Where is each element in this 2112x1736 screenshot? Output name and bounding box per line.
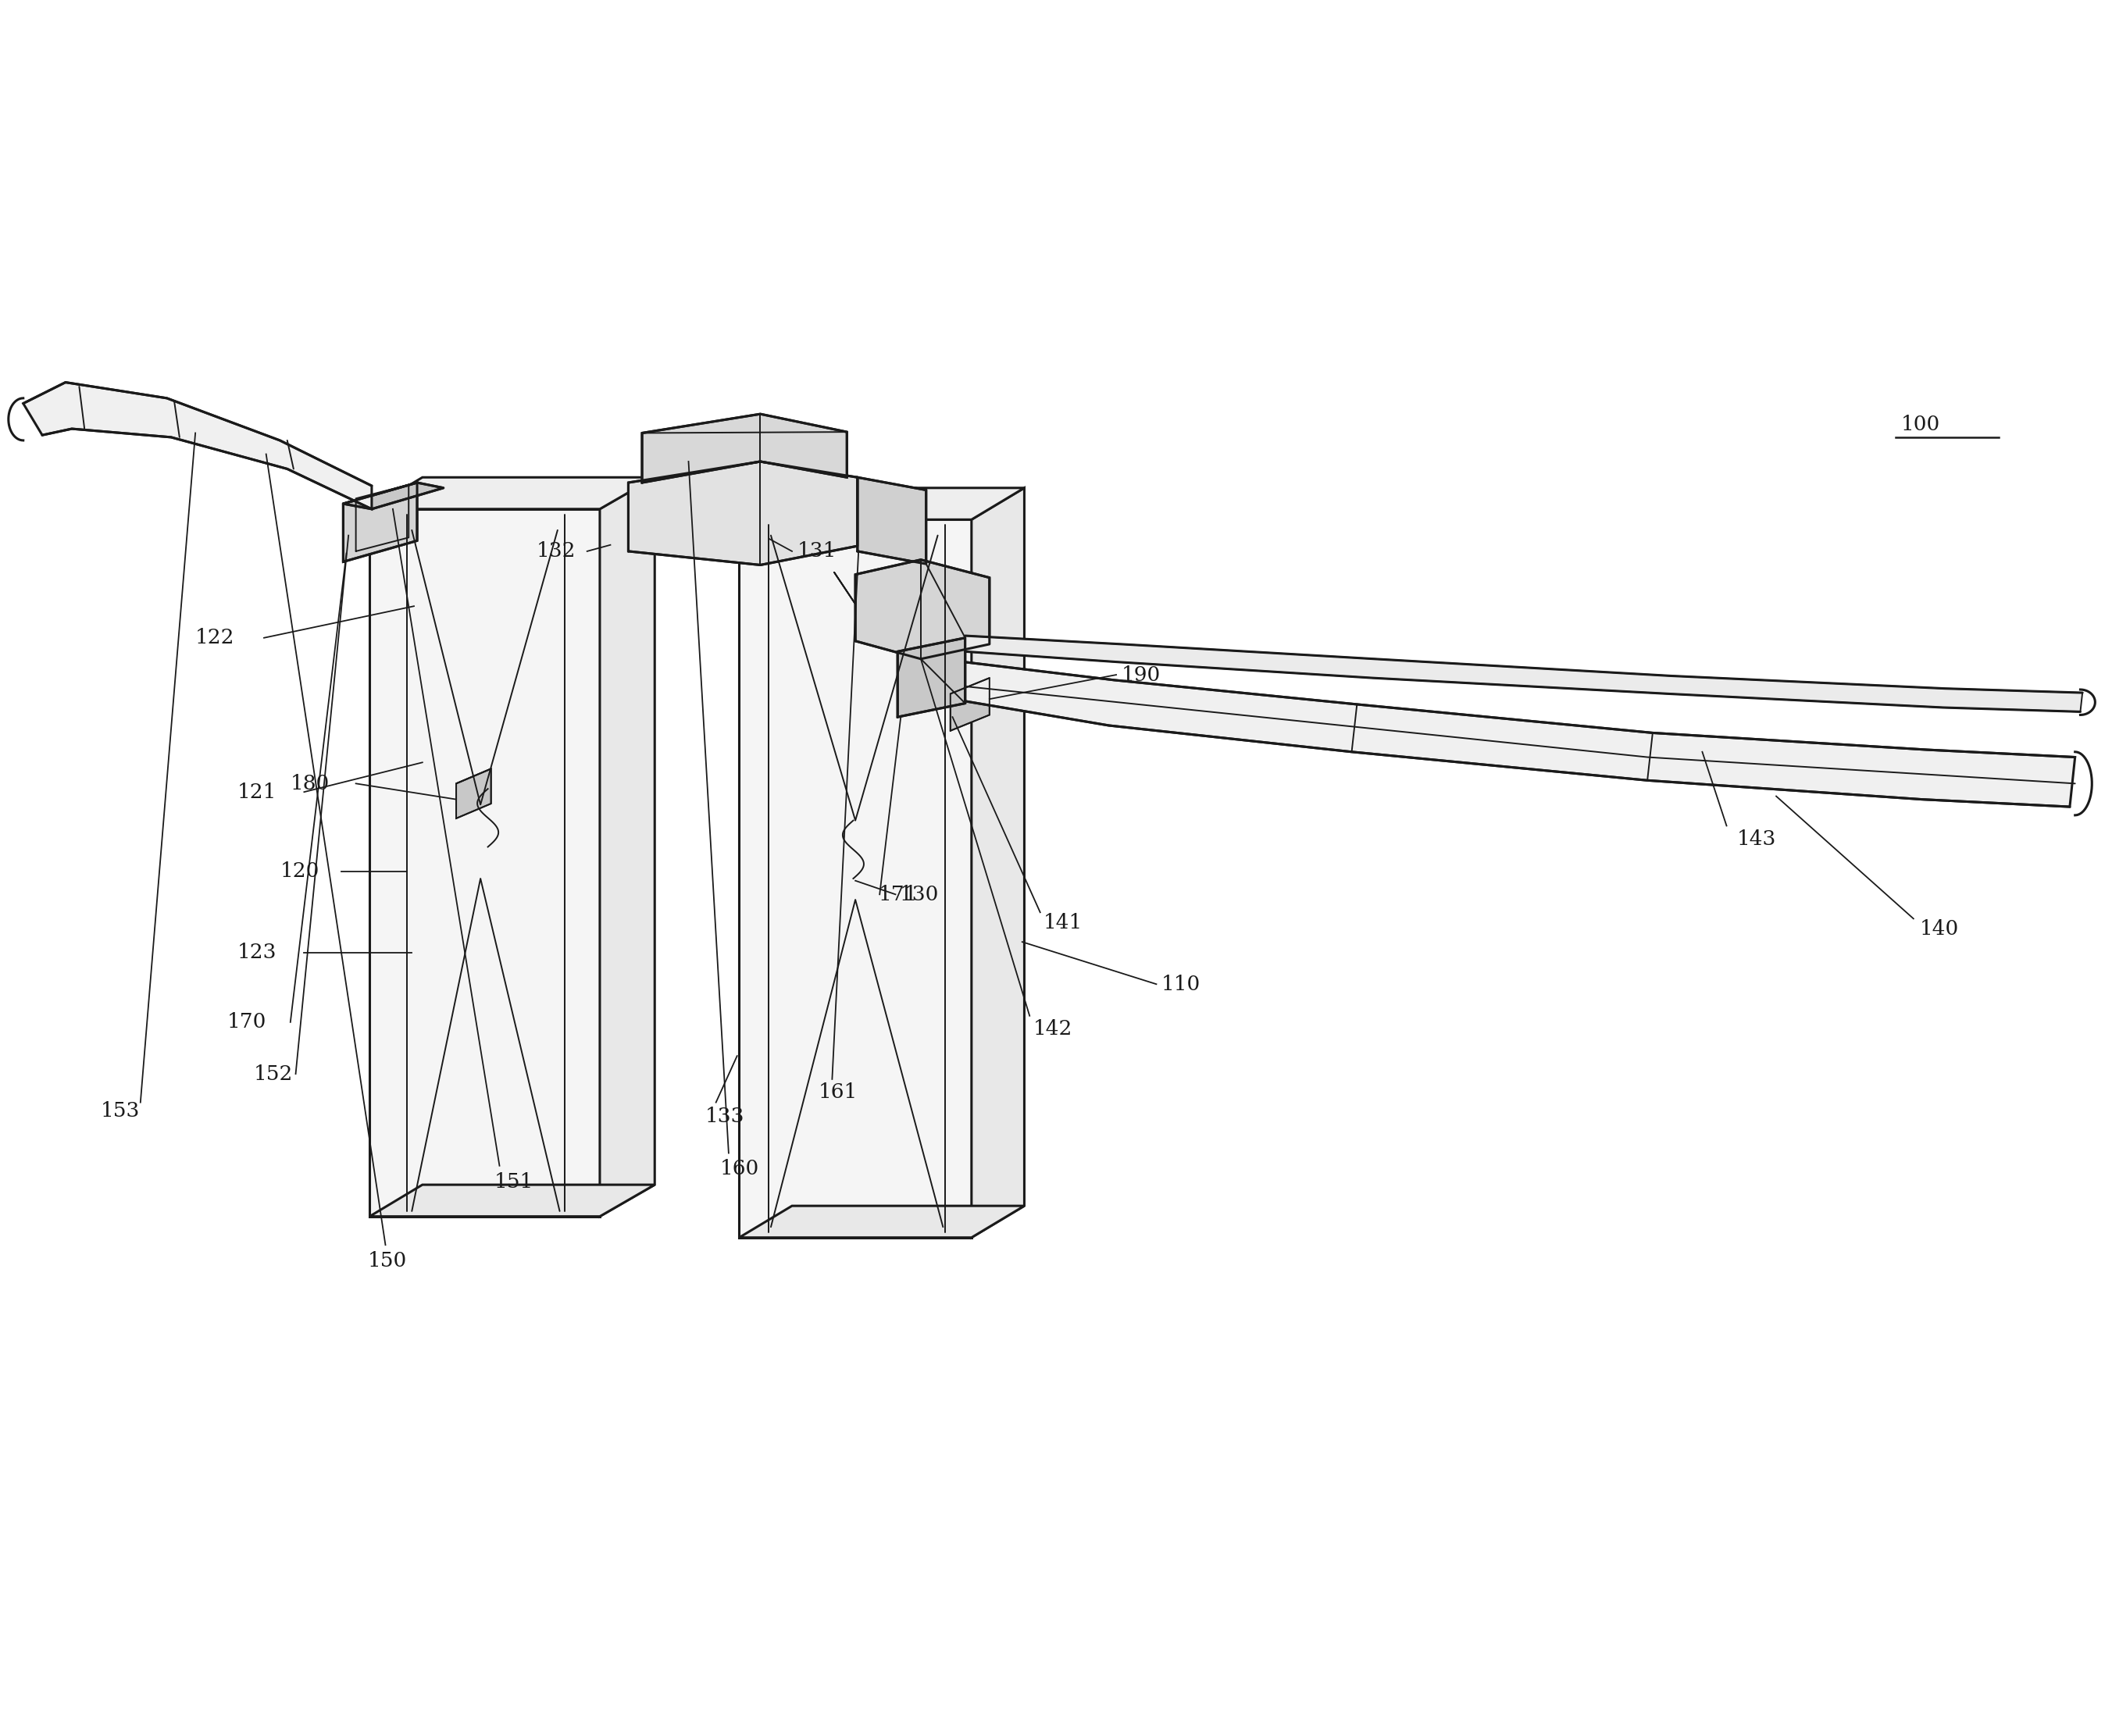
Polygon shape [456, 769, 490, 818]
Polygon shape [642, 413, 847, 483]
Text: 160: 160 [720, 1160, 760, 1179]
Polygon shape [739, 519, 972, 1238]
Polygon shape [950, 679, 988, 731]
Polygon shape [370, 477, 655, 509]
Polygon shape [370, 1184, 655, 1217]
Text: 161: 161 [817, 1082, 857, 1102]
Text: 123: 123 [237, 943, 277, 962]
Polygon shape [972, 488, 1024, 1238]
Text: 152: 152 [253, 1064, 294, 1083]
Text: 151: 151 [494, 1172, 534, 1191]
Polygon shape [370, 509, 600, 1217]
Text: 100: 100 [1901, 415, 1941, 434]
Text: 153: 153 [101, 1101, 139, 1121]
Text: 121: 121 [237, 783, 277, 802]
Text: 122: 122 [194, 628, 234, 648]
Text: 142: 142 [1033, 1019, 1073, 1038]
Text: 120: 120 [279, 861, 319, 880]
Text: 141: 141 [1043, 913, 1083, 932]
Text: 132: 132 [536, 542, 577, 561]
Polygon shape [965, 635, 2082, 712]
Polygon shape [739, 1207, 1024, 1238]
Text: 133: 133 [705, 1106, 746, 1127]
Polygon shape [342, 483, 418, 562]
Polygon shape [739, 488, 1024, 519]
Polygon shape [857, 477, 925, 564]
Polygon shape [655, 483, 792, 493]
Polygon shape [855, 559, 988, 660]
Polygon shape [600, 477, 655, 1217]
Polygon shape [629, 462, 857, 564]
Text: 150: 150 [367, 1252, 408, 1271]
Polygon shape [342, 483, 444, 509]
Polygon shape [898, 637, 965, 717]
Polygon shape [965, 661, 2074, 807]
Text: 190: 190 [1121, 665, 1162, 684]
Text: 170: 170 [228, 1012, 266, 1031]
Text: 130: 130 [900, 885, 940, 904]
Polygon shape [23, 382, 372, 509]
Text: 140: 140 [1920, 920, 1960, 939]
Text: 171: 171 [879, 885, 919, 904]
Text: 131: 131 [798, 542, 836, 561]
Text: 143: 143 [1736, 830, 1776, 849]
Text: 110: 110 [1162, 974, 1202, 995]
Text: 180: 180 [291, 774, 329, 793]
